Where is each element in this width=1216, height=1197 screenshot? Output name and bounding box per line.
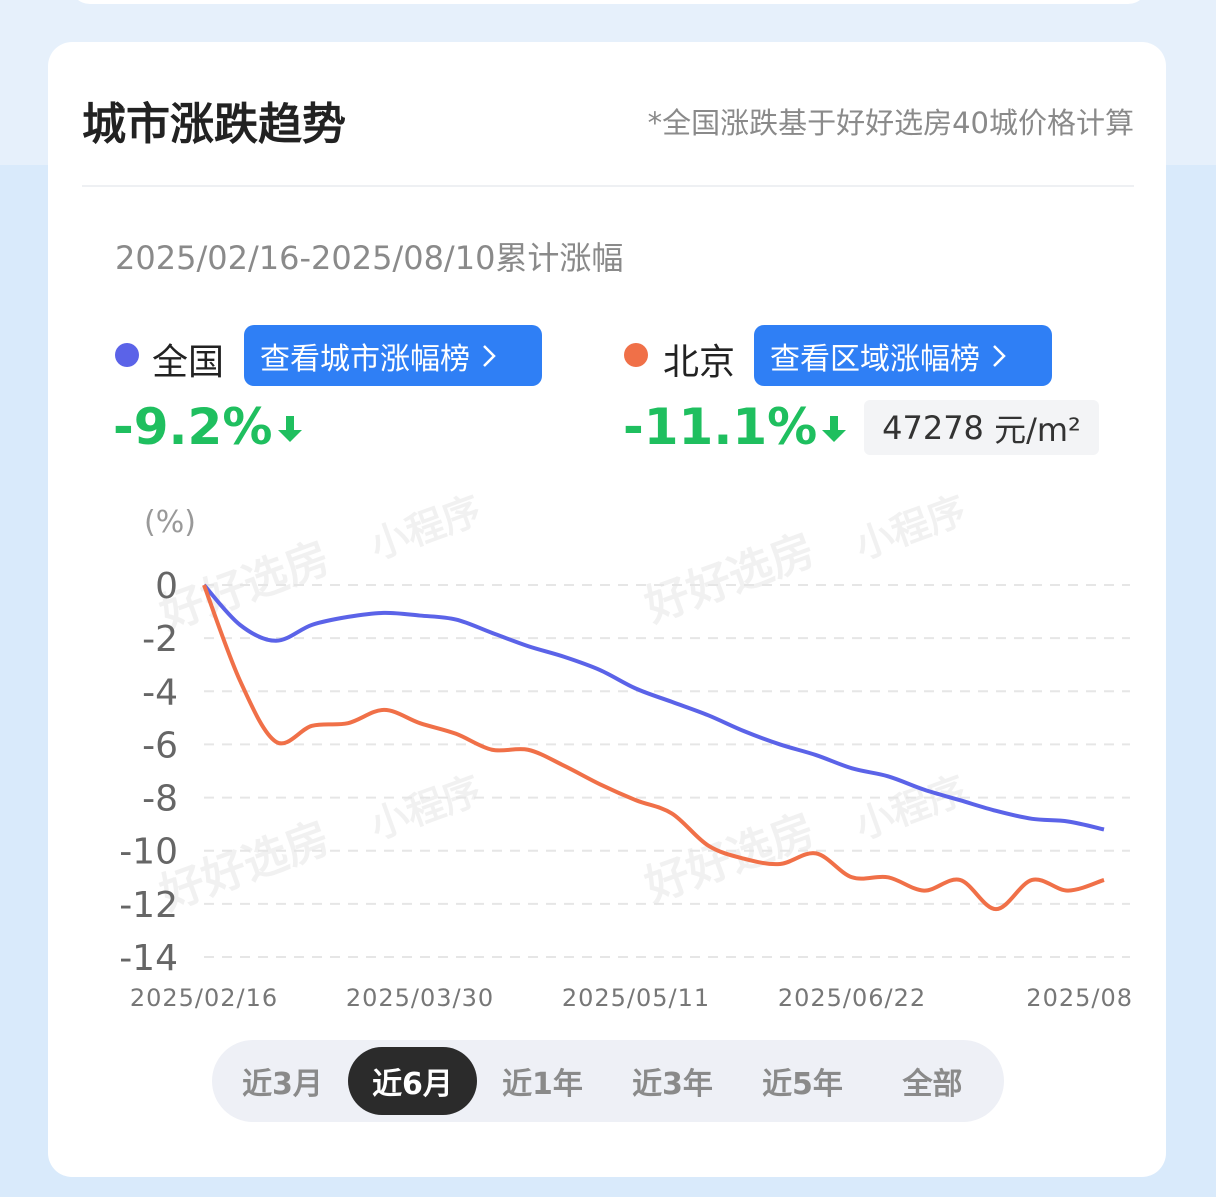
watermark: 小程序	[849, 488, 971, 568]
button-label: 查看区域涨幅榜	[770, 341, 980, 377]
change-value: -11.1%	[623, 398, 818, 456]
y-tick-label: -8	[142, 779, 178, 820]
range-tab[interactable]: 近3月	[242, 1067, 323, 1102]
y-tick-label: -12	[119, 885, 178, 926]
x-tick-label: 2025/03/30	[346, 984, 494, 1012]
range-tab[interactable]: 近6月	[348, 1047, 477, 1115]
range-tab[interactable]: 近5年	[762, 1067, 843, 1102]
x-tick-label: 2025/02/16	[130, 984, 278, 1012]
button-label: 查看城市涨幅榜	[260, 341, 470, 377]
change-value: -9.2%	[113, 398, 273, 456]
ranking-button[interactable]: 查看区域涨幅榜	[754, 325, 1052, 386]
down-arrow	[278, 416, 302, 442]
watermark: 好好选房	[638, 524, 822, 632]
down-arrow	[822, 416, 846, 442]
previous-card	[70, 0, 1148, 4]
card-title: 城市涨跌趋势	[82, 99, 346, 150]
price-box: 47278 元/m²	[864, 400, 1099, 455]
series-line	[202, 584, 1105, 912]
y-axis-label: (%)	[144, 505, 196, 540]
legend-name: 北京	[663, 342, 736, 383]
x-tick-label: 2025/08	[1026, 984, 1133, 1012]
x-tick-label: 2025/06/22	[778, 984, 926, 1012]
watermark: 小程序	[364, 488, 486, 568]
price-unit: 元/m²	[994, 410, 1081, 449]
watermark: 小程序	[849, 768, 971, 848]
range-tab[interactable]: 近1年	[502, 1067, 583, 1102]
range-tab[interactable]: 近3年	[632, 1067, 713, 1102]
legend-name: 全国	[152, 342, 225, 383]
y-tick-label: -10	[119, 832, 178, 873]
y-tick-label: -4	[142, 672, 178, 713]
divider	[82, 185, 1134, 187]
legend-dot	[624, 343, 648, 367]
chevron	[483, 344, 496, 367]
ranking-button[interactable]: 查看城市涨幅榜	[244, 325, 542, 386]
range-tabs	[212, 1040, 1004, 1122]
period: 2025/02/16-2025/08/10累计涨幅	[115, 239, 624, 277]
chevron	[993, 344, 1006, 367]
y-tick-label: 0	[155, 566, 178, 607]
card-note: *全国涨跌基于好好选房40城价格计算	[647, 106, 1134, 140]
y-tick-label: -14	[119, 938, 178, 979]
legend-dot	[115, 343, 139, 367]
watermark: 小程序	[364, 768, 486, 848]
series-line	[202, 583, 1105, 832]
trend-card	[48, 42, 1166, 1177]
y-tick-label: -2	[142, 619, 178, 660]
y-tick-label: -6	[142, 725, 178, 766]
range-tab[interactable]: 全部	[902, 1067, 963, 1102]
price: 47278	[882, 408, 984, 447]
x-tick-label: 2025/05/11	[562, 984, 710, 1012]
